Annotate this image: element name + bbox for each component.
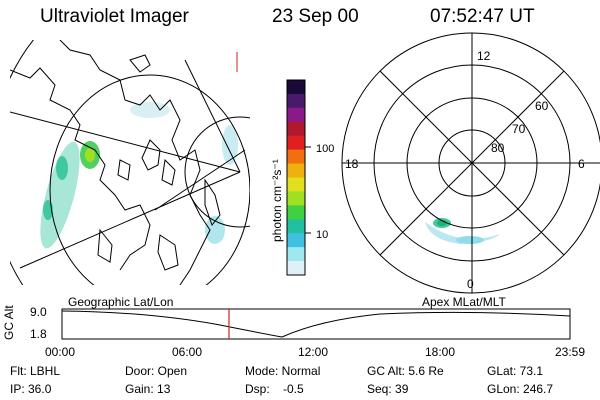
filter-info: Flt: LBHL <box>10 364 61 378</box>
glat-info: GLat: 73.1 <box>487 364 544 378</box>
colorbar-segment <box>287 80 305 95</box>
orbit-altitude-timeline <box>61 308 571 340</box>
colorbar-segment <box>287 205 305 220</box>
colorbar-segment <box>287 233 305 248</box>
mlt-label-6: 6 <box>578 157 585 171</box>
door-info: Door: Open <box>125 364 188 378</box>
time-tick-1200: 12:00 <box>298 345 329 359</box>
colorbar-unit-label: photon cm⁻²s⁻¹ <box>270 159 284 242</box>
mlt-label-12: 12 <box>477 49 491 63</box>
seq-info: Seq: 39 <box>367 382 409 396</box>
colorbar-segment <box>287 261 305 276</box>
colorbar-frame <box>286 79 306 276</box>
colorbar-segment <box>287 121 305 137</box>
aurora-emission-map <box>40 102 238 249</box>
colorbar-segment <box>287 247 305 262</box>
colorbar-segment <box>287 135 305 151</box>
time-tick-0600: 06:00 <box>172 345 203 359</box>
apex-projection-label: Apex MLat/MLT <box>422 295 506 309</box>
mlat-label-60: 60 <box>535 99 549 113</box>
mode-info: Mode: Normal <box>245 364 321 378</box>
observation-time: 07:52:47 UT <box>430 6 535 27</box>
geographic-map <box>10 40 250 285</box>
colorbar-segment <box>287 93 305 109</box>
polar-mlt-plot <box>341 32 600 294</box>
gc-alt-tick-1-8: 1.8 <box>30 327 47 341</box>
colorbar-segment <box>287 149 305 165</box>
glon-info: GLon: 246.7 <box>487 382 554 396</box>
observation-date: 23 Sep 00 <box>272 6 359 27</box>
colorbar-segment <box>287 163 305 178</box>
geographic-projection-label: Geographic Lat/Lon <box>68 295 174 309</box>
colorbar-segment <box>287 107 305 123</box>
time-tick-2359: 23:59 <box>555 345 586 359</box>
colorbar-tick-10: 10 <box>316 229 328 241</box>
mlat-label-80: 80 <box>491 141 505 155</box>
aurora-emission-polar <box>425 218 500 244</box>
mlt-label-0: 0 <box>467 277 474 291</box>
ip-info: IP: 36.0 <box>10 382 52 396</box>
mlat-label-70: 70 <box>512 122 526 136</box>
gc-alt-axis-label: GC Alt <box>2 305 16 340</box>
colorbar-segment <box>287 191 305 206</box>
colorbar-segment <box>287 219 305 234</box>
gc-alt-tick-9: 9.0 <box>30 305 47 319</box>
mlt-label-18: 18 <box>345 157 359 171</box>
colorbar-tick-100: 100 <box>316 143 334 155</box>
intensity-colorbar <box>286 79 311 276</box>
time-tick-0000: 00:00 <box>45 345 76 359</box>
instrument-title: Ultraviolet Imager <box>40 6 189 27</box>
dsp-info: Dsp: -0.5 <box>245 382 304 396</box>
colorbar-segment <box>287 177 305 192</box>
gc-alt-info: GC Alt: 5.6 Re <box>367 364 444 378</box>
time-tick-1800: 18:00 <box>425 345 456 359</box>
gain-info: Gain: 13 <box>125 382 171 396</box>
